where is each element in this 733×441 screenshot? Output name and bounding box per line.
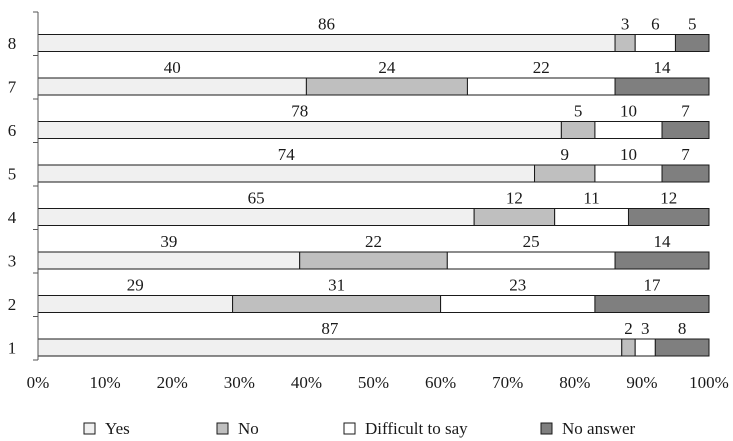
data-label-4-yes: 65: [248, 189, 265, 208]
data-label-6-difficult-to-say: 10: [620, 102, 637, 121]
legend-swatch-no: [216, 422, 229, 435]
data-label-8-no-answer: 5: [688, 15, 697, 34]
bar-segment-5-yes: [37, 164, 536, 183]
bar-segment-4-difficult-to-say: [554, 208, 629, 226]
bar-segment-2-difficult-to-say: [440, 295, 596, 313]
data-label-6-no-answer: 7: [681, 102, 690, 121]
legend: Yes No Difficult to say No answer: [83, 419, 636, 438]
category-label-8: 8: [8, 34, 17, 53]
legend-label-difficult-to-say: Difficult to say: [365, 419, 468, 438]
data-label-8-no: 3: [621, 15, 630, 34]
x-tick-label: 90%: [626, 373, 657, 392]
bar-segment-5-difficult-to-say: [594, 164, 663, 183]
data-label-7-no-answer: 14: [654, 58, 672, 77]
x-tick-label: 10%: [90, 373, 121, 392]
legend-label-no: No: [238, 419, 259, 438]
bar-segment-3-difficult-to-say: [446, 251, 616, 270]
bar-segment-7-yes: [37, 77, 307, 96]
data-label-5-no: 9: [560, 145, 569, 164]
legend-label-yes: Yes: [105, 419, 130, 438]
bar-segment-6-no-answer: [661, 121, 710, 139]
category-label-2: 2: [8, 295, 17, 314]
bar-segment-8-difficult-to-say: [634, 34, 676, 52]
x-tick-label: 20%: [157, 373, 188, 392]
data-label-7-no: 24: [378, 58, 396, 77]
data-label-2-difficult-to-say: 23: [509, 276, 526, 295]
bar-segment-3-yes: [37, 251, 301, 270]
bar-segment-1-no: [621, 338, 636, 357]
bar-segment-4-no: [473, 208, 556, 226]
x-tick-label: 70%: [492, 373, 523, 392]
data-label-1-no: 2: [624, 319, 633, 338]
data-label-1-difficult-to-say: 3: [641, 319, 650, 338]
data-label-3-no-answer: 14: [654, 232, 672, 251]
bar-segment-7-difficult-to-say: [466, 77, 616, 96]
category-label-4: 4: [8, 208, 17, 227]
data-label-5-yes: 74: [278, 145, 296, 164]
data-label-7-difficult-to-say: 22: [533, 58, 550, 77]
category-label-7: 7: [8, 78, 17, 97]
legend-label-no-answer: No answer: [562, 419, 636, 438]
bar-segment-7-no: [305, 77, 468, 96]
data-label-4-no-answer: 12: [660, 189, 677, 208]
x-tick-label: 30%: [224, 373, 255, 392]
bar-segment-8-yes: [37, 34, 616, 52]
bar-segment-2-no: [232, 295, 442, 313]
bars-group: [37, 34, 710, 357]
data-label-1-no-answer: 8: [678, 319, 687, 338]
data-label-2-no-answer: 17: [643, 276, 661, 295]
bar-segment-5-no-answer: [661, 164, 710, 183]
bar-segment-8-no: [614, 34, 636, 52]
data-label-8-difficult-to-say: 6: [651, 15, 660, 34]
bar-segment-4-no-answer: [627, 208, 710, 226]
data-label-8-yes: 86: [318, 15, 335, 34]
x-tick-label: 0%: [27, 373, 50, 392]
bar-segment-1-difficult-to-say: [634, 338, 656, 357]
data-label-3-difficult-to-say: 25: [523, 232, 540, 251]
data-label-6-yes: 78: [291, 102, 308, 121]
category-label-1: 1: [8, 339, 17, 358]
data-label-1-yes: 87: [321, 319, 339, 338]
bar-segment-7-no-answer: [614, 77, 710, 96]
data-label-5-difficult-to-say: 10: [620, 145, 637, 164]
bar-segment-8-no-answer: [674, 34, 710, 52]
bar-segment-1-no-answer: [654, 338, 710, 357]
x-tick-label: 80%: [559, 373, 590, 392]
x-tick-label: 100%: [689, 373, 729, 392]
x-tick-label: 50%: [358, 373, 389, 392]
data-label-7-yes: 40: [164, 58, 181, 77]
data-label-4-difficult-to-say: 11: [583, 189, 599, 208]
legend-swatch-yes: [83, 422, 96, 435]
x-tick-label: 40%: [291, 373, 322, 392]
category-label-5: 5: [8, 165, 17, 184]
data-label-4-no: 12: [506, 189, 523, 208]
bar-segment-6-difficult-to-say: [594, 121, 663, 139]
bar-segment-6-no: [560, 121, 596, 139]
bar-segment-2-yes: [37, 295, 234, 313]
bar-segment-6-yes: [37, 121, 562, 139]
data-label-3-no: 22: [365, 232, 382, 251]
data-label-2-no: 31: [328, 276, 345, 295]
bar-segment-2-no-answer: [594, 295, 710, 313]
bar-segment-3-no: [299, 251, 448, 270]
legend-swatch-difficult-to-say: [343, 422, 356, 435]
data-label-6-no: 5: [574, 102, 583, 121]
bar-segment-5-no: [534, 164, 596, 183]
data-label-5-no-answer: 7: [681, 145, 690, 164]
bar-segment-1-yes: [37, 338, 623, 357]
bar-segment-3-no-answer: [614, 251, 710, 270]
category-label-6: 6: [8, 121, 17, 140]
data-label-3-yes: 39: [160, 232, 177, 251]
legend-swatch-no-answer: [540, 422, 553, 435]
bar-segment-4-yes: [37, 208, 475, 226]
category-label-3: 3: [8, 252, 17, 271]
x-tick-label: 60%: [425, 373, 456, 392]
data-label-2-yes: 29: [127, 276, 144, 295]
